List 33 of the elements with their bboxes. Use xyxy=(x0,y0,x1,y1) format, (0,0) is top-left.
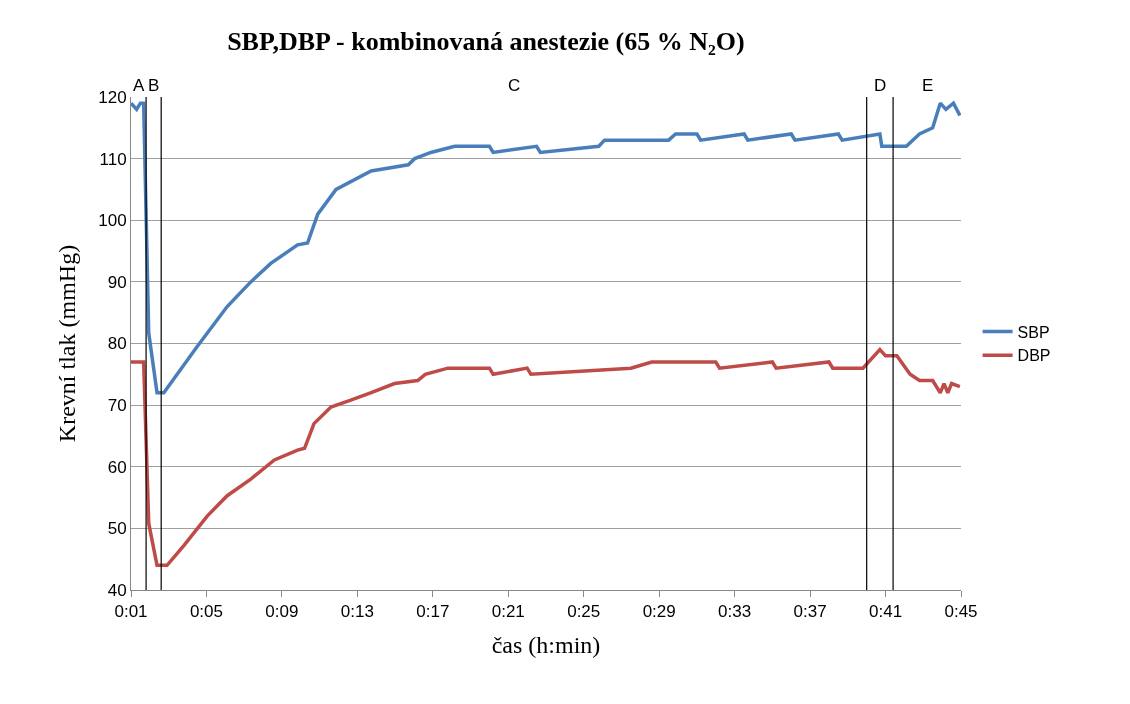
x-tick-label: 0:09 xyxy=(265,602,299,622)
y-tick-label: 80 xyxy=(107,334,127,354)
x-tick-label: 0:05 xyxy=(189,602,223,622)
text: D xyxy=(874,76,887,95)
y-tick-label: 100 xyxy=(98,211,127,231)
x-tick-label: 0:01 xyxy=(114,602,148,622)
text: B xyxy=(148,76,160,95)
text: E xyxy=(922,76,934,95)
y-axis-title: Krevní tlak (mmHg) xyxy=(54,244,81,443)
legend-label: SBP xyxy=(1017,323,1050,341)
y-tick-label: 90 xyxy=(107,272,127,292)
x-tick-label: 0:33 xyxy=(718,602,752,622)
y-tick-label: 50 xyxy=(107,519,127,539)
x-tick-label: 0:13 xyxy=(340,602,374,622)
line-series xyxy=(131,347,961,568)
y-tick-label: 110 xyxy=(99,149,127,169)
x-tick-label: 0:21 xyxy=(491,602,525,622)
x-axis-title: čas (h:min) xyxy=(491,631,601,658)
y-tick-label: 40 xyxy=(107,580,127,600)
legend-label: DBP xyxy=(1017,347,1051,365)
y-tick-label: 60 xyxy=(107,457,127,477)
x-tick-label: 0:45 xyxy=(944,602,978,622)
text: A xyxy=(133,76,145,95)
y-tick-label: 70 xyxy=(107,396,127,416)
x-tick-label: 0:25 xyxy=(567,602,601,622)
x-tick-label: 0:41 xyxy=(869,602,903,622)
x-tick-label: 0:37 xyxy=(793,602,827,622)
x-tick-label: 0:29 xyxy=(642,602,676,622)
x-tick-label: 0:17 xyxy=(416,602,450,622)
line-series xyxy=(131,101,961,395)
y-tick-label: 120 xyxy=(98,87,127,107)
text: C xyxy=(508,76,521,95)
chart-title: SBP,DBP - kombinovaná anestezie (65 % N₂O) xyxy=(227,26,745,56)
